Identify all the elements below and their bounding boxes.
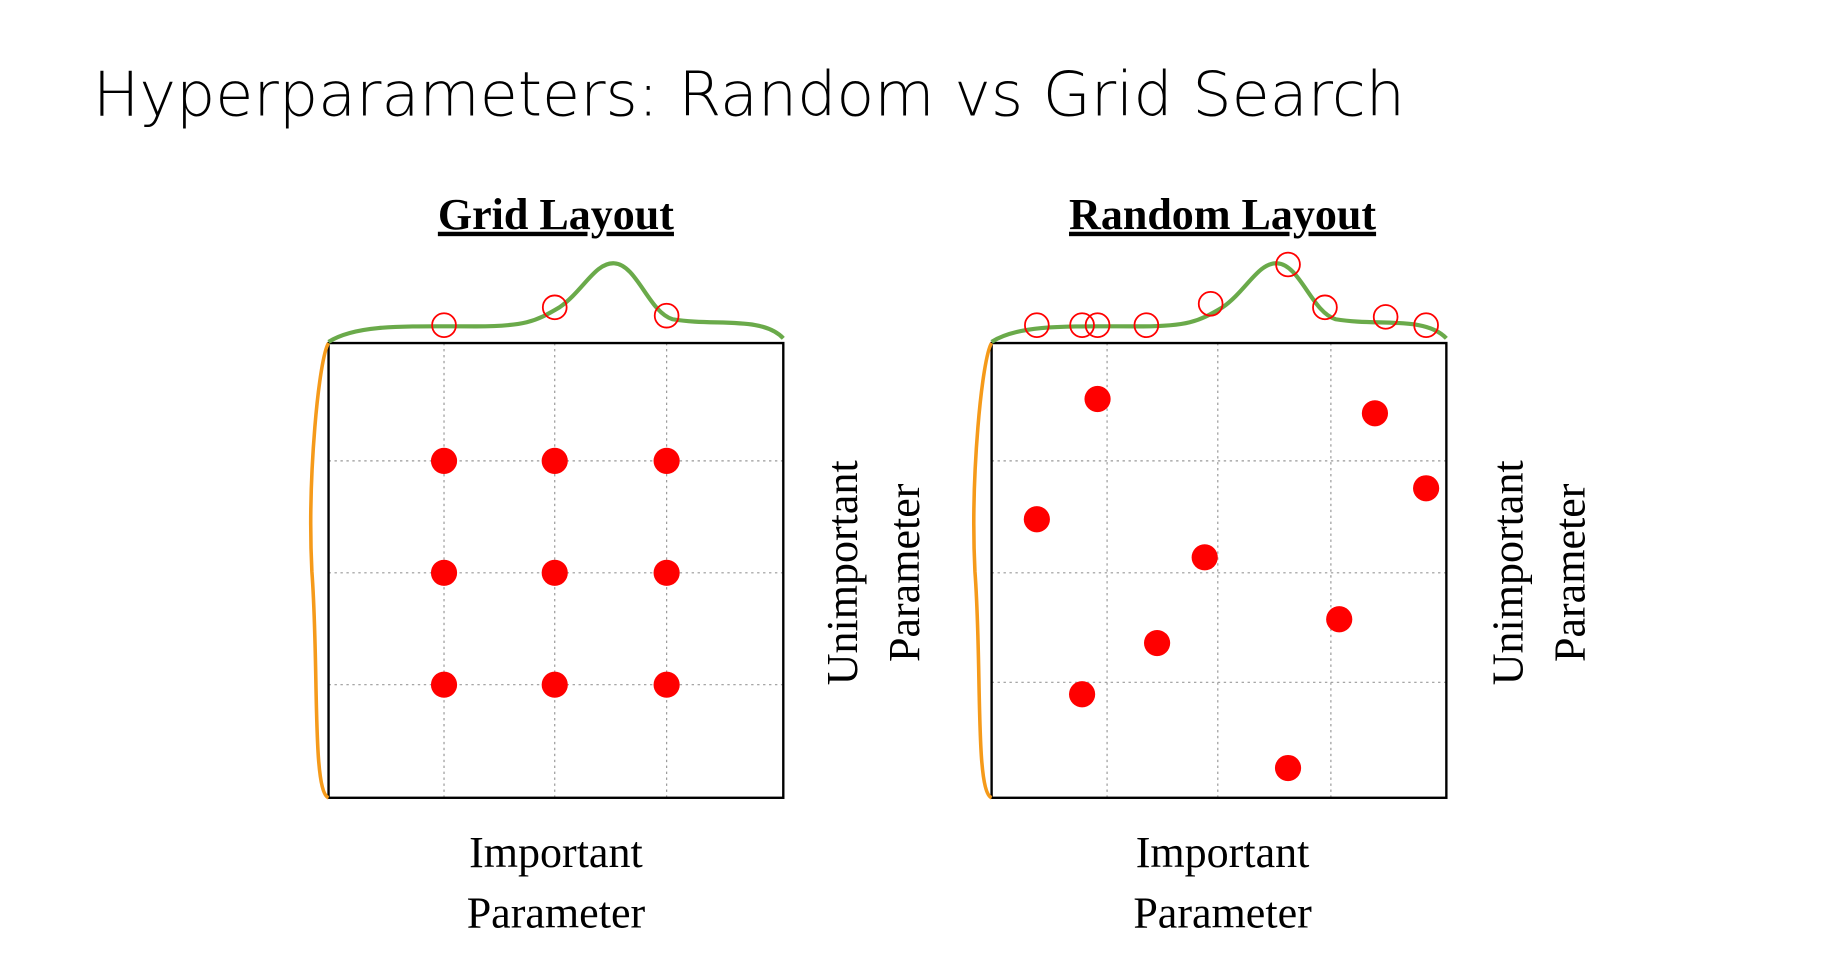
plot-box — [327, 341, 785, 799]
marginal-curve — [309, 342, 331, 800]
grid-panel: Grid Layout Important Parameter Unimport… — [309, 190, 929, 938]
panel-title: Grid Layout — [438, 190, 674, 239]
y-label: Unimportant — [1484, 460, 1533, 685]
x-label: Parameter — [1133, 889, 1312, 938]
sample-points — [1023, 385, 1440, 782]
y-label: Parameter — [1545, 483, 1594, 662]
grid-lines — [991, 343, 1447, 798]
x-label: Parameter — [467, 889, 646, 938]
y-label: Parameter — [880, 483, 929, 662]
projections — [1024, 251, 1439, 338]
panel-title: Random Layout — [1069, 190, 1376, 239]
sample-points — [430, 447, 680, 698]
projections — [431, 294, 680, 338]
marginal-curve — [972, 342, 994, 800]
marginal-curve — [990, 261, 1448, 344]
slide-title: Hyperparameters: Random vs Grid Search — [93, 59, 1405, 131]
y-label: Unimportant — [818, 460, 867, 685]
x-label: Important — [1136, 828, 1310, 877]
plot-box — [990, 341, 1448, 799]
random-panel: Random Layout Important Parameter Unimpo… — [972, 190, 1594, 938]
marginal-curve — [327, 261, 785, 344]
x-label: Important — [469, 828, 643, 877]
